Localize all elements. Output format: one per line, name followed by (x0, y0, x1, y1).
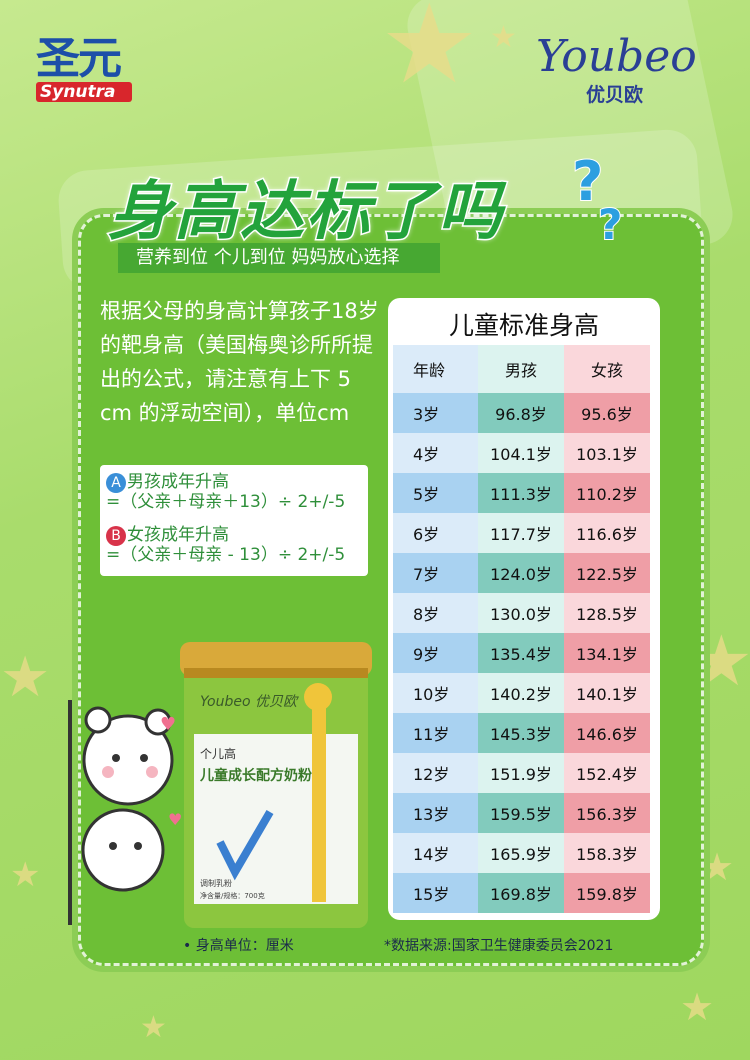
table-row: 14岁 165.9岁 158.3岁 (393, 833, 650, 873)
data-source-note: *数据来源:国家卫生健康委员会2021 (384, 938, 614, 954)
formula-girl: B 女孩成年升高 =（父亲＋母亲 - 13）÷ 2+/-5 (106, 526, 362, 565)
star-icon: ★ (10, 855, 41, 895)
can-net: 净含量/规格：700克 (200, 891, 265, 900)
cell-boy: 135.4岁 (478, 633, 564, 673)
can-type: 调制乳粉 (200, 878, 232, 888)
cell-girl: 146.6岁 (564, 713, 650, 753)
cell-girl: 159.8岁 (564, 873, 650, 913)
star-icon: ★ (380, 0, 479, 108)
cell-girl: 140.1岁 (564, 673, 650, 713)
star-icon: ★ (140, 1010, 167, 1045)
height-unit-note: • 身高单位：厘米 (183, 938, 294, 954)
cell-boy: 124.0岁 (478, 553, 564, 593)
question-mark-icon: ? (571, 149, 604, 214)
cell-boy: 169.8岁 (478, 873, 564, 913)
table-row: 3岁 96.8岁 95.6岁 (393, 393, 650, 433)
formula-boy: A 男孩成年升高 =（父亲＋母亲＋13）÷ 2+/-5 (106, 473, 362, 512)
table-row: 5岁 111.3岁 110.2岁 (393, 473, 650, 513)
cell-age: 14岁 (393, 833, 478, 873)
cell-boy: 117.7岁 (478, 513, 564, 553)
cell-boy: 130.0岁 (478, 593, 564, 633)
star-icon: ★ (700, 845, 735, 889)
logo-en: Youbeo (536, 31, 697, 82)
cell-age: 10岁 (393, 673, 478, 713)
cell-girl: 116.6岁 (564, 513, 650, 553)
cell-age: 15岁 (393, 873, 478, 913)
cell-boy: 159.5岁 (478, 793, 564, 833)
table-row: 12岁 151.9岁 152.4岁 (393, 753, 650, 793)
star-icon: ★ (490, 20, 517, 55)
page-title: 身高达标了吗 (107, 174, 504, 251)
cell-age: 7岁 (393, 553, 478, 593)
table-row: 15岁 169.8岁 159.8岁 (393, 873, 650, 913)
bear-illustration: ♥ ♥ (68, 700, 182, 925)
table-row: 11岁 145.3岁 146.6岁 (393, 713, 650, 753)
logo-en: Synutra (36, 82, 132, 102)
table-row: 9岁 135.4岁 134.1岁 (393, 633, 650, 673)
star-icon: ★ (0, 645, 51, 710)
can-brand: Youbeo 优贝欧 (200, 694, 299, 710)
cell-age: 5岁 (393, 473, 478, 513)
logo-cn: 圣元 (36, 33, 122, 84)
table-row: 6岁 117.7岁 116.6岁 (393, 513, 650, 553)
cell-age: 11岁 (393, 713, 478, 753)
cell-girl: 103.1岁 (564, 433, 650, 473)
table-row: 10岁 140.2岁 140.1岁 (393, 673, 650, 713)
cell-boy: 104.1岁 (478, 433, 564, 473)
cell-age: 6岁 (393, 513, 478, 553)
milk-powder-can: Youbeo 优贝欧 个儿高 儿童成长配方奶粉 调制乳粉 净含量/规格：700克 (180, 642, 372, 928)
can-name-small: 个儿高 (200, 746, 236, 761)
cell-age: 9岁 (393, 633, 478, 673)
cell-boy: 145.3岁 (478, 713, 564, 753)
cell-girl: 158.3岁 (564, 833, 650, 873)
cell-age: 3岁 (393, 393, 478, 433)
table-row: 13岁 159.5岁 156.3岁 (393, 793, 650, 833)
cell-girl: 128.5岁 (564, 593, 650, 633)
subtitle-banner: 营养到位 个儿到位 妈妈放心选择 (118, 243, 440, 273)
badge-b: B (106, 526, 126, 546)
header-boy: 男孩 (478, 345, 564, 393)
formula-expr: =（父亲＋母亲 - 13）÷ 2+/-5 (106, 545, 346, 565)
question-mark-icon: ? (597, 199, 623, 250)
formula-label: 男孩成年升高 (127, 472, 229, 492)
formula-label: 女孩成年升高 (127, 525, 229, 545)
formula-box: A 男孩成年升高 =（父亲＋母亲＋13）÷ 2+/-5 B 女孩成年升高 =（父亲＋… (100, 465, 368, 576)
cell-boy: 140.2岁 (478, 673, 564, 713)
cell-girl: 156.3岁 (564, 793, 650, 833)
can-name: 儿童成长配方奶粉 (199, 767, 312, 784)
synutra-logo: 圣元 Synutra (36, 36, 136, 102)
height-table: 年龄 男孩 女孩 3岁 96.8岁 95.6岁 4岁 104.1岁 103.1岁 5岁 111… (393, 345, 650, 913)
cell-age: 8岁 (393, 593, 478, 633)
height-table-card: 儿童标准身高 年龄 男孩 女孩 3岁 96.8岁 95.6岁 4岁 104.1岁 103.… (388, 298, 660, 920)
cell-boy: 96.8岁 (478, 393, 564, 433)
header-age: 年龄 (393, 345, 478, 393)
cell-boy: 165.9岁 (478, 833, 564, 873)
cell-girl: 110.2岁 (564, 473, 650, 513)
cell-age: 12岁 (393, 753, 478, 793)
svg-text:♥: ♥ (168, 810, 182, 829)
cell-boy: 151.9岁 (478, 753, 564, 793)
cell-girl: 122.5岁 (564, 553, 650, 593)
cell-age: 4岁 (393, 433, 478, 473)
youbeo-logo: Youbeo 优贝欧 (536, 31, 697, 107)
table-title: 儿童标准身高 (448, 311, 599, 340)
badge-a: A (106, 473, 126, 493)
svg-text:♥: ♥ (160, 714, 176, 735)
formula-expr: =（父亲＋母亲＋13）÷ 2+/-5 (106, 492, 346, 512)
table-row: 4岁 104.1岁 103.1岁 (393, 433, 650, 473)
cell-girl: 95.6岁 (564, 393, 650, 433)
table-row: 8岁 130.0岁 128.5岁 (393, 593, 650, 633)
cell-girl: 152.4岁 (564, 753, 650, 793)
cell-age: 13岁 (393, 793, 478, 833)
table-row: 7岁 124.0岁 122.5岁 (393, 553, 650, 593)
intro-text: 根据父母的身高计算孩子18岁的靶身高（美国梅奥诊所所提出的公式，请注意有上下 5… (100, 299, 379, 425)
star-icon: ★ (680, 985, 715, 1029)
cell-boy: 111.3岁 (478, 473, 564, 513)
logo-cn: 优贝欧 (586, 84, 644, 106)
header-girl: 女孩 (564, 345, 650, 393)
cell-girl: 134.1岁 (564, 633, 650, 673)
